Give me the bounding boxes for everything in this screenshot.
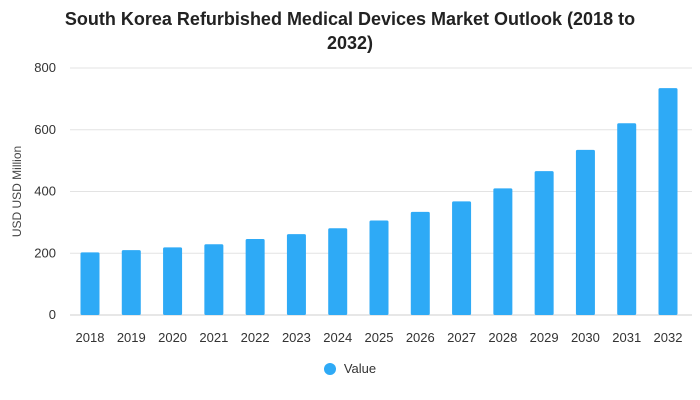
y-tick-label-0: 0: [49, 307, 56, 322]
x-tick-label-2024: 2024: [323, 330, 352, 345]
x-tick-label-2018: 2018: [76, 330, 105, 345]
x-tick-label-2025: 2025: [365, 330, 394, 345]
legend[interactable]: Value: [0, 361, 700, 376]
bar-2028[interactable]: 2028: 410: [493, 188, 513, 315]
x-tick-label-2029: 2029: [530, 330, 559, 345]
chart-title-line-2: 2032): [326, 33, 374, 53]
y-tick-label-400: 400: [34, 184, 56, 199]
bar-2027[interactable]: 2027: 368: [452, 201, 472, 315]
bar-2021[interactable]: 2021: 229: [204, 244, 224, 315]
y-tick-label-600: 600: [34, 122, 56, 137]
x-tick-label-2026: 2026: [406, 330, 435, 345]
bar-2019[interactable]: 2019: 210: [121, 250, 141, 315]
y-tick-label-800: 800: [34, 60, 56, 75]
x-tick-label-2032: 2032: [654, 330, 683, 345]
bar-2022[interactable]: 2022: 246: [245, 239, 265, 315]
bar-2030[interactable]: 2030: 535: [575, 149, 595, 315]
x-tick-label-2027: 2027: [447, 330, 476, 345]
chart-title: South Korea Refurbished Medical Devices …: [0, 7, 700, 55]
chart-title-line-1: South Korea Refurbished Medical Devices …: [64, 9, 636, 29]
x-tick-label-2028: 2028: [488, 330, 517, 345]
bar-2018[interactable]: 2018: 203: [80, 252, 100, 315]
x-tick-label-2023: 2023: [282, 330, 311, 345]
bar-2029[interactable]: 2029: 466: [534, 171, 554, 315]
legend-label: Value: [343, 361, 377, 376]
x-tick-label-2020: 2020: [158, 330, 187, 345]
x-tick-label-2021: 2021: [199, 330, 228, 345]
x-tick-label-2030: 2030: [571, 330, 600, 345]
bar-2024[interactable]: 2024: 281: [328, 228, 348, 315]
bar-2032[interactable]: 2032: 735: [658, 88, 678, 315]
y-axis-title: USD USD Million: [10, 146, 24, 237]
bar-2026[interactable]: 2026: 334: [410, 211, 430, 315]
bar-2020[interactable]: 2020: 219: [163, 247, 183, 315]
x-tick-label-2019: 2019: [117, 330, 146, 345]
legend-swatch: [323, 362, 336, 375]
bar-2025[interactable]: 2025: 306: [369, 220, 389, 315]
x-tick-label-2022: 2022: [241, 330, 270, 345]
bar-2023[interactable]: 2023: 262: [286, 234, 306, 315]
bar-2031[interactable]: 2031: 621: [617, 123, 637, 315]
x-tick-label-2031: 2031: [612, 330, 641, 345]
y-tick-label-200: 200: [34, 245, 56, 260]
